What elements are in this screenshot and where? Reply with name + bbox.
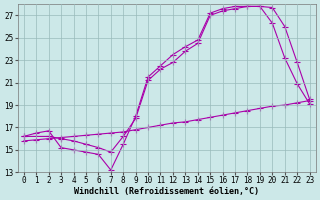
X-axis label: Windchill (Refroidissement éolien,°C): Windchill (Refroidissement éolien,°C) xyxy=(74,187,259,196)
